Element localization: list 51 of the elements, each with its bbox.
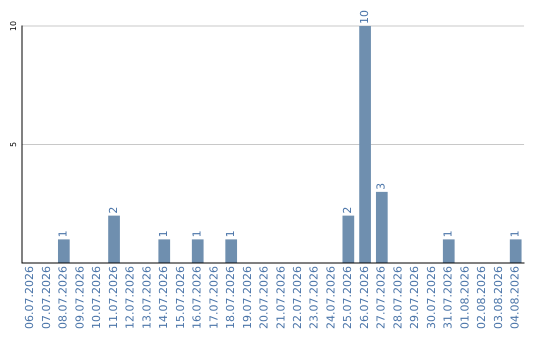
x-tick-label: 06.07.2026 bbox=[23, 266, 36, 330]
data-label: 3 bbox=[374, 182, 388, 190]
x-tick-label: 30.07.2026 bbox=[424, 266, 438, 330]
bar bbox=[58, 239, 70, 263]
x-tick-label: 21.07.2026 bbox=[274, 266, 288, 330]
x-tick-label: 02.08.2026 bbox=[475, 266, 488, 330]
x-tick-label: 25.07.2026 bbox=[341, 266, 354, 330]
y-tick-label: 5 bbox=[9, 142, 18, 148]
bar bbox=[442, 239, 455, 263]
x-tick-label: 11.07.2026 bbox=[106, 266, 120, 330]
bar bbox=[510, 239, 522, 263]
x-tick-label: 17.07.2026 bbox=[207, 266, 220, 330]
x-tick-label: 29.07.2026 bbox=[408, 266, 422, 330]
x-tick-label: 22.07.2026 bbox=[290, 266, 304, 330]
bar bbox=[225, 239, 238, 263]
x-tick-label: 18.07.2026 bbox=[224, 266, 238, 330]
x-tick-label: 23.07.2026 bbox=[308, 266, 321, 330]
bar bbox=[108, 216, 120, 263]
x-tick-label: 15.07.2026 bbox=[174, 266, 187, 330]
bar bbox=[158, 239, 170, 263]
x-tick-label: 24.07.2026 bbox=[324, 266, 338, 330]
x-tick-label: 19.07.2026 bbox=[240, 266, 254, 330]
x-tick-label: 01.08.2026 bbox=[458, 266, 472, 330]
x-tick-label: 16.07.2026 bbox=[190, 266, 204, 330]
data-label: 1 bbox=[442, 230, 455, 238]
data-label: 10 bbox=[358, 10, 371, 24]
x-tick-label: 08.07.2026 bbox=[56, 266, 70, 330]
x-tick-label: 14.07.2026 bbox=[157, 266, 170, 330]
x-tick-label: 12.07.2026 bbox=[124, 266, 137, 330]
data-label: 1 bbox=[56, 230, 70, 238]
bar bbox=[342, 216, 354, 263]
x-tick-label: 31.07.2026 bbox=[442, 266, 455, 330]
data-label: 2 bbox=[106, 206, 120, 214]
data-label: 1 bbox=[190, 230, 204, 238]
data-label: 1 bbox=[508, 230, 522, 238]
bar bbox=[376, 192, 388, 263]
x-tick-label: 10.07.2026 bbox=[90, 266, 104, 330]
x-tick-label: 26.07.2026 bbox=[358, 266, 371, 330]
data-label: 1 bbox=[157, 230, 170, 238]
x-tick-label: 13.07.2026 bbox=[140, 266, 154, 330]
x-tick-label: 28.07.2026 bbox=[391, 266, 404, 330]
data-label: 2 bbox=[341, 206, 354, 214]
x-tick-label: 07.07.2026 bbox=[40, 266, 53, 330]
x-tick-label: 04.08.2026 bbox=[508, 266, 522, 330]
data-label: 1 bbox=[224, 230, 238, 238]
bar bbox=[192, 239, 204, 263]
x-tick-label: 27.07.2026 bbox=[374, 266, 388, 330]
x-tick-label: 09.07.2026 bbox=[73, 266, 86, 330]
x-tick-label: 03.08.2026 bbox=[492, 266, 505, 330]
bar bbox=[359, 26, 371, 263]
x-tick-label: 20.07.2026 bbox=[258, 266, 271, 330]
